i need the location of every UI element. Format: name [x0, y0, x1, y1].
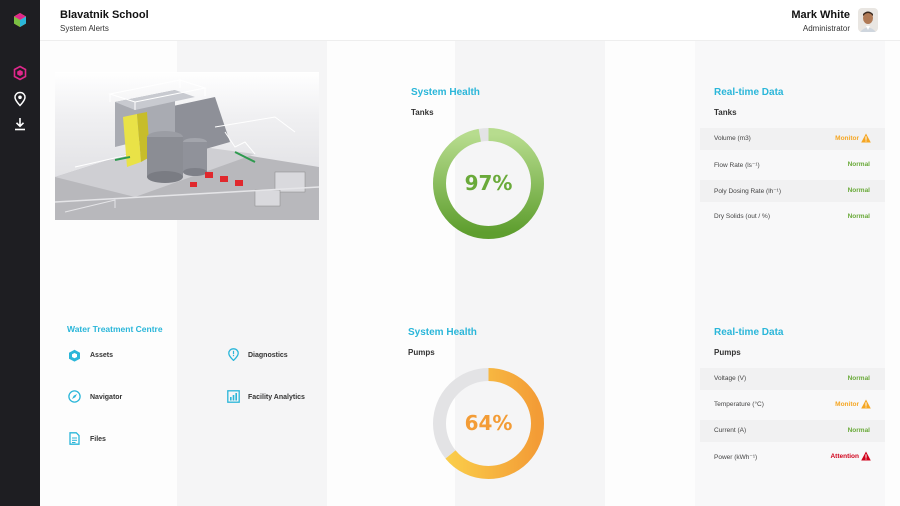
metric-label: Dry Solids (out / %): [714, 213, 770, 220]
status-badge: Normal: [847, 161, 870, 168]
sidebar: [0, 0, 40, 506]
hexagon-icon[interactable]: [12, 65, 28, 81]
metric-label: Power (kWh⁻¹): [714, 454, 758, 461]
metric-label: Volume (m3): [714, 135, 751, 142]
pumps-gauge-svg: [433, 368, 544, 479]
quick-link-label: Assets: [90, 352, 113, 359]
tanks-data-row[interactable]: Volume (m3) Monitor: [700, 128, 885, 150]
quick-link-label: Navigator: [90, 394, 123, 401]
warning-icon: [861, 133, 871, 143]
status-badge: Normal: [847, 187, 870, 194]
user-role: Administrator: [802, 24, 850, 33]
pumps-health-subtitle: Pumps: [408, 348, 435, 357]
gauge-progress-arc: [433, 368, 544, 479]
tanks-data-subtitle: Tanks: [714, 108, 737, 117]
status-badge: Normal: [847, 427, 870, 434]
status-badge: Attention: [830, 453, 859, 460]
tanks-data-title: Real-time Data: [714, 87, 784, 98]
tanks-health-gauge: 97%: [432, 127, 545, 240]
metric-label: Temperature (°C): [714, 401, 764, 408]
app-logo-icon[interactable]: [12, 12, 28, 28]
tanks-health-title: System Health: [411, 87, 480, 98]
cube-icon: [69, 349, 80, 362]
map-pin-icon[interactable]: [12, 91, 28, 107]
pumps-health-title: System Health: [408, 327, 477, 338]
tanks-data-row[interactable]: Flow Rate (ls⁻¹) Normal: [700, 154, 885, 176]
pumps-data-row[interactable]: Temperature (°C) Monitor: [700, 394, 885, 416]
user-name[interactable]: Mark White: [791, 9, 850, 21]
plant-3d-model[interactable]: [55, 72, 319, 220]
pumps-data-row[interactable]: Power (kWh⁻¹) Attention: [700, 446, 885, 468]
metric-label: Voltage (V): [714, 375, 747, 382]
page-subtitle: System Alerts: [60, 24, 109, 33]
page-title: Blavatnik School: [60, 9, 149, 21]
status-badge: Monitor: [835, 401, 859, 408]
pumps-data-row[interactable]: Current (A) Normal: [700, 420, 885, 442]
tanks-gauge-svg: [433, 128, 544, 239]
pumps-health-value: 64%: [464, 411, 513, 435]
file-icon: [69, 432, 80, 445]
pumps-data-row[interactable]: Voltage (V) Normal: [700, 368, 885, 390]
pumps-health-gauge: 64%: [432, 367, 545, 480]
quick-link-label: Files: [90, 436, 106, 443]
status-badge: Normal: [847, 375, 870, 382]
status-badge: Normal: [847, 213, 870, 220]
compass-icon: [68, 390, 81, 403]
tanks-data-row[interactable]: Poly Dosing Rate (lh⁻¹) Normal: [700, 180, 885, 202]
avatar[interactable]: [858, 8, 878, 32]
plant-render-image: [55, 79, 319, 220]
tanks-data-row[interactable]: Dry Solids (out / %) Normal: [700, 206, 885, 228]
warning-icon: [861, 399, 871, 409]
pumps-data-subtitle: Pumps: [714, 348, 741, 357]
analytics-icon: [227, 390, 240, 403]
alert-pin-icon: [228, 348, 239, 361]
metric-label: Poly Dosing Rate (lh⁻¹): [714, 188, 782, 195]
quick-link-label: Facility Analytics: [248, 394, 305, 401]
metric-label: Current (A): [714, 427, 747, 434]
top-header: Blavatnik School System Alerts Mark Whit…: [40, 0, 900, 41]
quick-link-label: Diagnostics: [248, 352, 288, 359]
quick-links-title: Water Treatment Centre: [67, 324, 163, 334]
status-badge: Monitor: [835, 135, 859, 142]
download-icon[interactable]: [12, 116, 28, 132]
tanks-health-subtitle: Tanks: [411, 108, 434, 117]
panel-background: [455, 41, 605, 506]
alert-icon: [861, 451, 871, 461]
pumps-data-title: Real-time Data: [714, 327, 784, 338]
tanks-health-value: 97%: [464, 171, 513, 195]
gauge-progress-arc: [433, 128, 544, 239]
metric-label: Flow Rate (ls⁻¹): [714, 162, 760, 169]
